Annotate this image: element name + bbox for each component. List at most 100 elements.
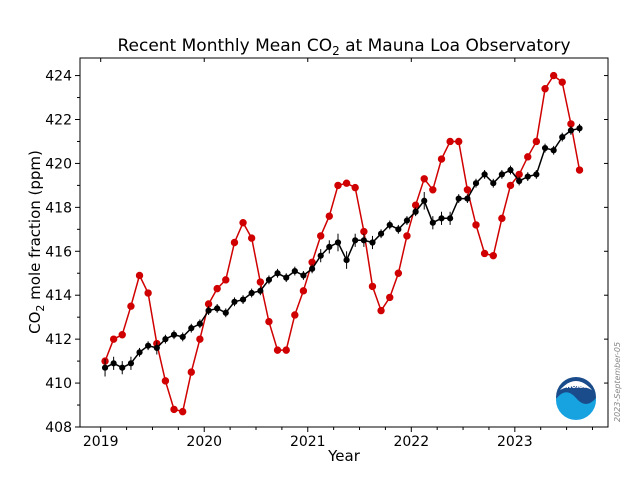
data-point — [118, 331, 126, 339]
data-point — [412, 208, 419, 215]
data-point — [455, 137, 463, 146]
data-point — [343, 256, 350, 264]
data-point — [222, 276, 230, 284]
series-line — [104, 127, 580, 369]
data-point — [274, 270, 281, 277]
x-tick-label: 2022 — [393, 434, 429, 450]
y-tick-label: 408 — [45, 420, 72, 436]
data-point — [541, 144, 549, 152]
data-point — [205, 307, 212, 314]
data-point — [247, 234, 256, 242]
data-point — [110, 360, 117, 367]
data-point — [265, 276, 273, 283]
y-tick-label: 414 — [45, 288, 72, 304]
data-point — [377, 230, 385, 237]
data-point — [351, 183, 359, 192]
data-point — [153, 344, 160, 352]
data-point — [549, 71, 558, 80]
plot-frame — [79, 57, 609, 428]
series-layer — [101, 71, 584, 416]
data-point — [438, 215, 445, 222]
data-point — [429, 186, 437, 194]
data-point — [170, 405, 178, 414]
data-point — [161, 377, 170, 385]
data-point — [481, 171, 488, 178]
data-point — [214, 305, 221, 312]
data-point — [386, 293, 394, 302]
data-point — [196, 320, 203, 327]
data-point — [352, 237, 359, 244]
data-point — [472, 221, 480, 229]
data-point — [464, 195, 471, 202]
data-point — [136, 349, 143, 356]
data-point — [506, 181, 515, 190]
data-point — [317, 232, 325, 240]
y-tick-label: 416 — [45, 244, 72, 260]
data-point — [394, 269, 403, 277]
noaa-logo-bird — [560, 381, 592, 390]
data-point — [576, 125, 583, 132]
data-point — [395, 226, 402, 233]
data-point — [257, 287, 264, 294]
data-point — [421, 197, 428, 204]
data-point — [231, 298, 238, 305]
data-point — [472, 180, 480, 187]
data-point — [334, 181, 342, 190]
data-point — [420, 175, 428, 183]
data-point — [498, 171, 505, 178]
data-point — [145, 342, 152, 349]
data-point — [524, 153, 532, 161]
data-point — [403, 217, 411, 224]
data-point — [489, 251, 497, 260]
x-tick-label: 2021 — [290, 434, 326, 450]
data-point — [299, 287, 308, 295]
y-tick-label: 422 — [45, 113, 72, 129]
data-point — [490, 180, 497, 187]
data-point — [188, 325, 195, 332]
series-line — [104, 74, 581, 413]
x-tick-label: 2019 — [83, 434, 119, 450]
data-point — [516, 177, 523, 185]
data-point — [309, 265, 316, 272]
data-point — [559, 133, 566, 141]
data-point — [256, 278, 265, 286]
data-point — [179, 333, 186, 341]
data-point — [498, 214, 506, 223]
data-point — [144, 289, 152, 297]
data-point — [291, 267, 298, 275]
data-point — [377, 306, 385, 315]
data-point — [342, 179, 351, 187]
data-point — [283, 274, 290, 281]
data-point — [196, 335, 204, 343]
y-axis: 408 410 412 414 416 418 420 422 424 — [45, 69, 608, 436]
data-point — [170, 331, 178, 338]
data-point — [222, 309, 229, 316]
data-point — [187, 368, 195, 376]
data-point — [179, 407, 187, 416]
x-tick-label: 2020 — [186, 434, 222, 450]
data-point — [109, 335, 118, 343]
data-point — [532, 137, 541, 146]
data-point — [386, 221, 393, 229]
data-point — [325, 212, 333, 220]
series-1 — [101, 123, 583, 377]
y-tick-label: 418 — [45, 200, 72, 216]
data-point — [541, 85, 549, 93]
data-point — [446, 137, 454, 146]
data-point — [550, 147, 557, 154]
data-point — [507, 166, 514, 174]
data-point — [265, 317, 273, 326]
data-point — [127, 360, 135, 367]
y-tick-label: 410 — [45, 376, 72, 392]
x-axis: 2019 2020 2021 2022 2023 — [83, 58, 593, 450]
data-point — [273, 346, 282, 354]
y-tick-label: 412 — [45, 332, 72, 348]
data-point — [239, 296, 247, 303]
data-point — [127, 302, 135, 310]
data-point — [248, 289, 255, 297]
data-point — [119, 364, 126, 371]
data-point — [300, 272, 307, 279]
data-point — [533, 171, 540, 178]
x-tick-label: 2023 — [497, 434, 533, 450]
